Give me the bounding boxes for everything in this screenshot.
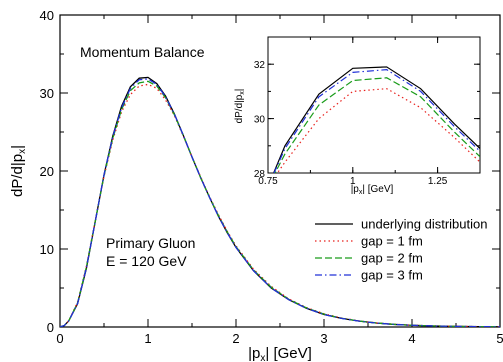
main-x-tick-label: 4 [408,331,415,346]
inset-x-tick-label: 1.25 [428,176,448,187]
main-y-tick-label: 40 [40,8,54,23]
legend: underlying distribution gap = 1 fm gap = 2… [315,217,487,283]
main-y-tick-label: 20 [40,164,54,179]
inset-series-gap-2-fm [274,77,480,173]
inset-y-tick-label: 30 [254,115,266,126]
annotation-particle: Primary Gluon [106,235,195,251]
main-y-tick-label: 0 [47,320,54,335]
annotation-energy: E = 120 GeV [106,253,187,269]
main-series-gap-2-fm [60,80,500,327]
main-x-tick-label: 1 [144,331,151,346]
main-y-tick-label: 10 [40,242,54,257]
legend-label-underlying-distribution: underlying distribution [361,217,487,232]
annotation-title: Momentum Balance [80,44,205,60]
main-y-tick-label: 30 [40,86,54,101]
inset-series-underlying-distribution [273,66,480,173]
inset-y-tick-label: 28 [254,169,266,180]
legend-label-gap-2-fm: gap = 2 fm [361,251,423,266]
inset-axis-ticks: 0.75 1 1.25 28 30 32 [254,36,481,187]
inset-x-tick-label: 0.75 [258,176,278,187]
main-x-tick-label: 3 [320,331,327,346]
inset-y-axis-title: dP/d|px| [234,89,246,124]
main-x-tick-label: 2 [232,331,239,346]
inset-plot-frame [267,36,481,174]
inset-x-axis-title: |px| [GeV] [351,184,394,196]
main-series-group [60,76,500,327]
legend-label-gap-1-fm: gap = 1 fm [361,234,423,249]
y-axis-title: dP/d|px| [9,145,28,197]
legend-label-gap-3-fm: gap = 3 fm [361,268,423,283]
inset-x-tick-label: 1 [350,176,356,187]
x-axis-title: |px| [GeV] [248,345,312,362]
main-x-tick-label: 5 [496,331,503,346]
inset-series-gap-3-fm [273,69,480,173]
main-x-tick-label: 0 [56,331,63,346]
inset-y-tick-label: 32 [254,60,266,71]
inset-series-group [273,66,480,173]
inset-series-gap-1-fm [276,88,480,173]
